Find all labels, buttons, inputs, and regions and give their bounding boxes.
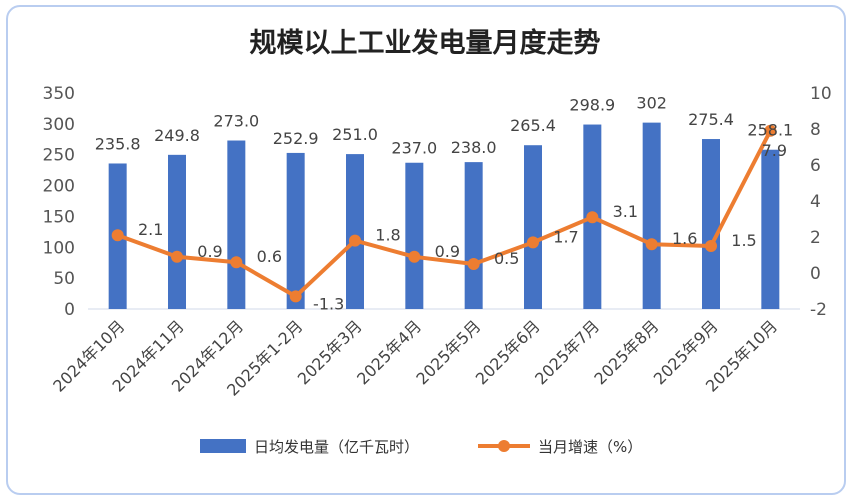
line-point (230, 256, 243, 269)
bar (405, 162, 424, 309)
line-point (408, 250, 421, 263)
bar-data-label: 249.8 (154, 126, 200, 145)
bar-data-label: 302 (636, 94, 667, 113)
bar-data-label: 235.8 (95, 134, 141, 153)
bar-data-label: 252.9 (273, 129, 319, 148)
bar (642, 122, 661, 309)
bar-data-label: 275.4 (688, 110, 734, 129)
right-tick-label: 2 (810, 228, 821, 248)
left-tick-label: 300 (43, 115, 75, 135)
bar (286, 152, 305, 309)
right-tick-label: 6 (810, 156, 821, 176)
line-point (645, 238, 658, 251)
line-data-label: 7.9 (762, 141, 787, 160)
right-tick-label: -2 (810, 300, 827, 320)
right-tick-label: 8 (810, 120, 821, 140)
line-point (171, 250, 183, 263)
left-tick-label: 100 (43, 238, 75, 258)
line-data-label: 3.1 (613, 202, 638, 221)
left-tick-label: 350 (43, 84, 75, 104)
bar (761, 149, 780, 309)
legend-bar-label: 日均发电量（亿千瓦时） (254, 438, 419, 456)
bar-data-label: 265.4 (510, 116, 556, 135)
line-data-label: 1.6 (672, 229, 697, 248)
left-tick-label: 200 (43, 177, 75, 197)
bar-data-label: 298.9 (569, 96, 615, 115)
legend-bar-swatch (200, 439, 246, 453)
line-data-label: 1.7 (553, 227, 578, 246)
left-tick-label: 0 (64, 300, 75, 320)
line-point (527, 236, 539, 249)
left-tick-label: 250 (43, 146, 75, 166)
legend: 日均发电量（亿千瓦时） 当月增速（%） (200, 438, 642, 456)
bar-data-label: 258.1 (747, 121, 793, 140)
line-point (467, 258, 480, 270)
legend-line-label: 当月增速（%） (538, 438, 642, 456)
line-data-label: 1.8 (375, 226, 400, 245)
growth-line (116, 129, 773, 299)
right-tick-label: 0 (810, 264, 821, 284)
line-data-label: 1.5 (731, 231, 756, 250)
line-point (289, 290, 302, 303)
line-point (349, 234, 361, 247)
chart-title: 规模以上工业发电量月度走势 (250, 27, 601, 59)
right-tick-label: 10 (810, 84, 832, 104)
legend-line-marker (498, 440, 510, 452)
bar-data-label: 251.0 (332, 125, 378, 144)
line-data-label: 0.9 (435, 242, 460, 261)
line-data-label: 0.6 (257, 247, 282, 266)
bar (524, 145, 542, 309)
line-data-label: -1.3 (313, 294, 344, 313)
line-point (586, 211, 599, 224)
bar (702, 139, 720, 309)
bar-data-label: 273.0 (213, 112, 259, 131)
line-point (764, 124, 777, 137)
line-data-label: 0.5 (494, 249, 519, 268)
right-tick-label: 4 (810, 192, 821, 212)
bar (227, 140, 246, 309)
line-point (111, 229, 124, 242)
line-data-label: 0.9 (197, 242, 222, 261)
bar-data-label: 238.0 (451, 138, 497, 157)
bar-data-label: 237.0 (391, 139, 437, 158)
bar (464, 162, 483, 309)
bar (346, 154, 364, 309)
bar (168, 154, 186, 309)
left-tick-label: 150 (43, 207, 75, 227)
left-tick-label: 50 (53, 269, 75, 289)
line-point (705, 240, 717, 252)
line-data-label: 2.1 (138, 220, 163, 239)
